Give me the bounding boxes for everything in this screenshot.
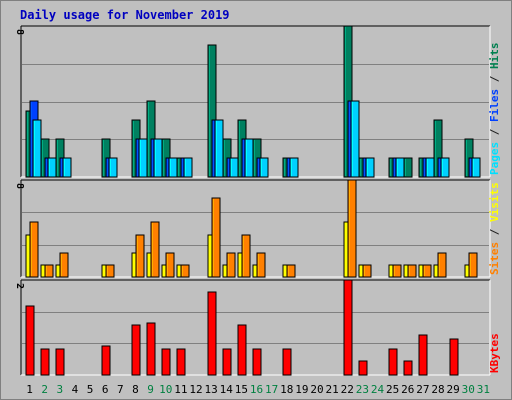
bar-kbytes-day-8 <box>131 324 141 376</box>
x-axis-day-label-18: 18 <box>280 383 293 396</box>
y-axis-max-label: 8 <box>14 29 25 35</box>
bar-sites-day-13 <box>211 197 221 278</box>
bar-sites-day-9 <box>150 221 160 278</box>
bar-kbytes-day-3 <box>55 348 65 376</box>
bar-hits-day-26 <box>403 157 413 178</box>
x-axis-day-label-30: 30 <box>462 383 475 396</box>
x-axis-day-label-25: 25 <box>386 383 399 396</box>
bar-kbytes-day-14 <box>222 348 232 376</box>
bar-kbytes-day-1 <box>25 305 35 376</box>
x-axis-day-label-21: 21 <box>326 383 339 396</box>
bar-kbytes-day-10 <box>161 348 171 376</box>
bar-kbytes-day-6 <box>101 345 111 376</box>
legend-part: Visits <box>488 182 501 222</box>
bar-sites-day-3 <box>59 252 69 278</box>
bar-kbytes-day-22 <box>343 279 353 376</box>
x-axis-day-label-14: 14 <box>220 383 234 396</box>
bar-kbytes-day-23 <box>358 360 368 376</box>
x-axis-day-label-13: 13 <box>204 383 217 396</box>
y-axis-max-label: 2 <box>14 283 25 289</box>
bar-kbytes-day-29 <box>449 338 459 376</box>
x-axis-day-label-31: 31 <box>477 383 490 396</box>
x-axis-day-label-5: 5 <box>87 383 94 396</box>
bar-sites-day-10 <box>165 252 175 278</box>
x-axis-day-label-24: 24 <box>371 383 385 396</box>
bar-pages-day-11 <box>183 157 193 178</box>
bar-sites-day-26 <box>407 264 417 278</box>
x-axis-day-label-7: 7 <box>117 383 124 396</box>
x-axis-day-label-3: 3 <box>57 383 64 396</box>
legend-part: / <box>488 122 501 142</box>
bar-kbytes-day-16 <box>252 348 262 376</box>
bar-sites-day-22 <box>347 179 357 278</box>
bar-pages-day-30 <box>471 157 481 178</box>
x-axis-day-label-1: 1 <box>26 383 33 396</box>
legend-part: Files <box>488 89 501 122</box>
bar-kbytes-day-13 <box>207 291 217 376</box>
legend-part: / <box>488 222 501 242</box>
bar-kbytes-day-11 <box>176 348 186 376</box>
x-axis-day-label-2: 2 <box>41 383 48 396</box>
bar-kbytes-day-25 <box>388 348 398 376</box>
x-axis-day-label-9: 9 <box>147 383 154 396</box>
bar-kbytes-day-26 <box>403 360 413 376</box>
panel-legend-label: KBytes <box>488 333 501 373</box>
bar-pages-day-3 <box>62 157 72 178</box>
legend-part: KBytes <box>488 333 501 373</box>
legend-part: / <box>488 69 501 89</box>
bar-pages-day-6 <box>108 157 118 178</box>
bar-sites-day-25 <box>392 264 402 278</box>
bar-kbytes-day-9 <box>146 322 156 376</box>
x-axis-day-label-26: 26 <box>401 383 414 396</box>
bar-sites-day-6 <box>105 264 115 278</box>
panel-legend-label: Pages / Files / Hits <box>488 43 501 176</box>
x-axis-day-label-4: 4 <box>72 383 79 396</box>
bar-pages-day-22 <box>350 100 360 178</box>
bar-sites-day-23 <box>362 264 372 278</box>
x-axis-day-label-29: 29 <box>447 383 460 396</box>
bar-pages-day-28 <box>440 157 450 178</box>
bar-pages-day-18 <box>289 157 299 178</box>
bar-sites-day-16 <box>256 252 266 278</box>
x-axis-day-label-6: 6 <box>102 383 109 396</box>
bar-sites-day-11 <box>180 264 190 278</box>
bar-sites-day-28 <box>437 252 447 278</box>
x-axis-day-label-27: 27 <box>416 383 429 396</box>
x-axis-day-label-15: 15 <box>235 383 248 396</box>
bar-sites-day-18 <box>286 264 296 278</box>
chart-title: Daily usage for November 2019 <box>20 8 230 22</box>
bar-sites-day-2 <box>44 264 54 278</box>
bar-pages-day-23 <box>365 157 375 178</box>
bar-sites-day-14 <box>226 252 236 278</box>
bar-kbytes-day-18 <box>282 348 292 376</box>
bar-sites-day-27 <box>422 264 432 278</box>
x-axis-day-label-16: 16 <box>250 383 263 396</box>
x-axis-day-label-22: 22 <box>341 383 354 396</box>
x-axis-day-label-17: 17 <box>265 383 278 396</box>
bar-kbytes-day-15 <box>237 324 247 376</box>
legend-part: Pages <box>488 142 501 175</box>
x-axis-day-label-28: 28 <box>431 383 444 396</box>
bar-kbytes-day-2 <box>40 348 50 376</box>
x-axis-day-label-19: 19 <box>295 383 308 396</box>
x-axis-day-label-20: 20 <box>310 383 323 396</box>
y-axis-max-label: 8 <box>14 183 25 189</box>
panel-visits-sites-bg <box>21 180 490 277</box>
x-axis-day-label-12: 12 <box>189 383 202 396</box>
bar-sites-day-1 <box>29 221 39 278</box>
bar-pages-day-16 <box>259 157 269 178</box>
bar-sites-day-8 <box>135 234 145 278</box>
bar-sites-day-30 <box>468 252 478 278</box>
bar-kbytes-day-27 <box>418 334 428 376</box>
bar-sites-day-15 <box>241 234 251 278</box>
legend-part: Sites <box>488 242 501 275</box>
legend-part: Hits <box>488 43 501 70</box>
x-axis-day-label-11: 11 <box>174 383 187 396</box>
panel-legend-label: Sites / Visits <box>488 182 501 275</box>
x-axis-day-label-8: 8 <box>132 383 139 396</box>
x-axis-day-label-23: 23 <box>356 383 369 396</box>
x-axis-day-label-10: 10 <box>159 383 172 396</box>
